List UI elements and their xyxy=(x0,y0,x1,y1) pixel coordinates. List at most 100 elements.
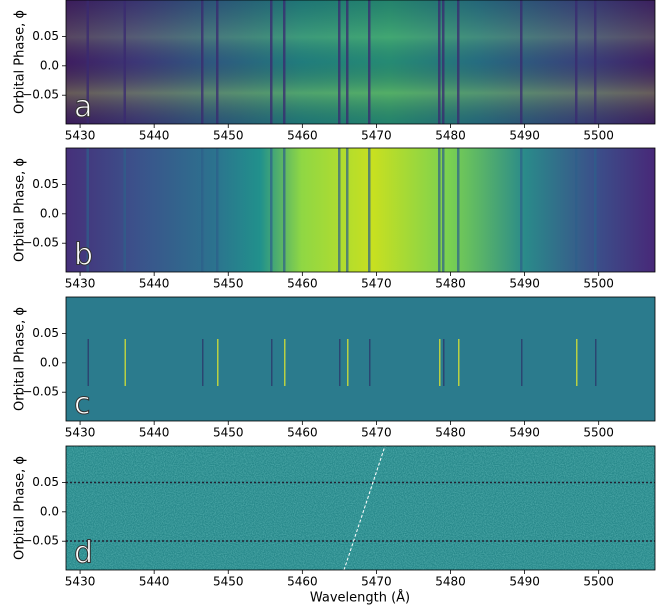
absorption-line xyxy=(594,148,597,272)
x-tick-label: 5430 xyxy=(65,129,96,143)
residual-line xyxy=(347,339,349,386)
y-tick-label: 0.0 xyxy=(40,58,59,72)
absorption-line xyxy=(520,0,523,124)
y-tick-label: 0.0 xyxy=(40,206,59,220)
y-tick-label: 0.0 xyxy=(40,355,59,369)
residual-line xyxy=(339,339,341,386)
y-axis-label: Orbital Phase, ϕ xyxy=(13,158,28,262)
frame xyxy=(65,147,656,273)
x-tick-label: 5480 xyxy=(435,277,466,291)
absorption-line xyxy=(575,148,578,272)
x-tick-label: 5430 xyxy=(65,277,96,291)
x-tick-label: 5500 xyxy=(583,129,614,143)
heatmap-banding xyxy=(66,0,655,124)
residual-line xyxy=(217,339,219,386)
y-tick-label: 0.05 xyxy=(32,177,59,191)
panel-label: c xyxy=(74,387,91,422)
heatmap-image xyxy=(66,148,655,272)
planet-trail xyxy=(343,445,386,571)
residual-line xyxy=(595,339,597,386)
x-tick-label: 5460 xyxy=(287,575,318,589)
panel-label: b xyxy=(74,238,93,273)
frame xyxy=(65,296,656,422)
y-tick-label: −0.05 xyxy=(22,236,59,250)
x-tick-label: 5480 xyxy=(435,575,466,589)
panel-label: d xyxy=(74,536,93,571)
x-tick-label: 5450 xyxy=(213,129,244,143)
absorption-line xyxy=(216,148,219,272)
x-tick-label: 5460 xyxy=(287,129,318,143)
x-axis-label: Wavelength (Å) xyxy=(310,590,410,606)
absorption-line xyxy=(457,148,460,272)
absorption-line xyxy=(438,0,441,124)
residual-line xyxy=(443,339,445,386)
absorption-line xyxy=(346,148,349,272)
residual-line xyxy=(87,339,89,386)
panel: c 5430 5440 5450 5460 5470 5480 5490 5500 0.05 0.0… xyxy=(13,296,656,440)
absorption-line xyxy=(368,0,371,124)
x-tick-label: 5490 xyxy=(509,575,540,589)
y-tick-label: −0.05 xyxy=(22,88,59,102)
y-axis-label: Orbital Phase, ϕ xyxy=(13,307,28,411)
noise xyxy=(66,446,655,570)
x-tick-label: 5500 xyxy=(583,277,614,291)
frame xyxy=(65,445,656,571)
absorption-line xyxy=(123,0,126,124)
residual-line xyxy=(439,339,441,386)
x-tick-label: 5460 xyxy=(287,277,318,291)
x-tick-label: 5440 xyxy=(139,575,170,589)
x-tick-label: 5490 xyxy=(509,277,540,291)
absorption-line xyxy=(338,0,341,124)
absorption-line xyxy=(270,148,273,272)
absorption-line xyxy=(442,0,445,124)
x-tick-label: 5450 xyxy=(213,277,244,291)
x-tick-label: 5500 xyxy=(583,426,614,440)
residual-line xyxy=(458,339,460,386)
absorption-line xyxy=(594,0,597,124)
residual-line xyxy=(369,339,371,386)
absorption-line xyxy=(201,0,204,124)
absorption-line xyxy=(438,148,441,272)
x-tick-label: 5440 xyxy=(139,277,170,291)
panel: a 5430 5440 5450 5460 5470 5480 5490 5500 0.05 0.0… xyxy=(13,0,656,143)
absorption-line xyxy=(283,148,286,272)
panel: b 5430 5440 5450 5460 5470 5480 5490 5500 0.05 0.0… xyxy=(13,147,656,291)
panel: d 5430 5440 5450 5460 5470 5480 5490 5500 0.05 0.0… xyxy=(13,445,656,589)
absorption-line xyxy=(86,0,89,124)
x-tick-label: 5470 xyxy=(361,277,392,291)
x-tick-label: 5430 xyxy=(65,575,96,589)
x-tick-label: 5480 xyxy=(435,426,466,440)
x-tick-label: 5440 xyxy=(139,426,170,440)
absorption-line xyxy=(575,0,578,124)
y-tick-label: 0.0 xyxy=(40,504,59,518)
absorption-line xyxy=(338,148,341,272)
x-tick-label: 5490 xyxy=(509,426,540,440)
panel-label: a xyxy=(74,90,92,125)
x-tick-label: 5470 xyxy=(361,426,392,440)
y-tick-label: 0.05 xyxy=(32,29,59,43)
x-tick-label: 5430 xyxy=(65,426,96,440)
x-tick-label: 5440 xyxy=(139,129,170,143)
y-tick-label: 0.05 xyxy=(32,475,59,489)
x-tick-label: 5470 xyxy=(361,575,392,589)
x-tick-label: 5470 xyxy=(361,129,392,143)
absorption-line xyxy=(457,0,460,124)
absorption-line xyxy=(201,148,204,272)
y-tick-label: −0.05 xyxy=(22,534,59,548)
absorption-line xyxy=(86,148,89,272)
residual-line xyxy=(202,339,204,386)
absorption-line xyxy=(216,0,219,124)
absorption-line xyxy=(123,148,126,272)
absorption-line xyxy=(283,0,286,124)
x-tick-label: 5490 xyxy=(509,129,540,143)
x-tick-label: 5460 xyxy=(287,426,318,440)
x-tick-label: 5480 xyxy=(435,129,466,143)
x-tick-label: 5450 xyxy=(213,426,244,440)
residual-line xyxy=(271,339,273,386)
absorption-line xyxy=(270,0,273,124)
absorption-line xyxy=(442,148,445,272)
y-axis-label: Orbital Phase, ϕ xyxy=(13,456,28,560)
absorption-line xyxy=(368,148,371,272)
residual-line xyxy=(124,339,126,386)
